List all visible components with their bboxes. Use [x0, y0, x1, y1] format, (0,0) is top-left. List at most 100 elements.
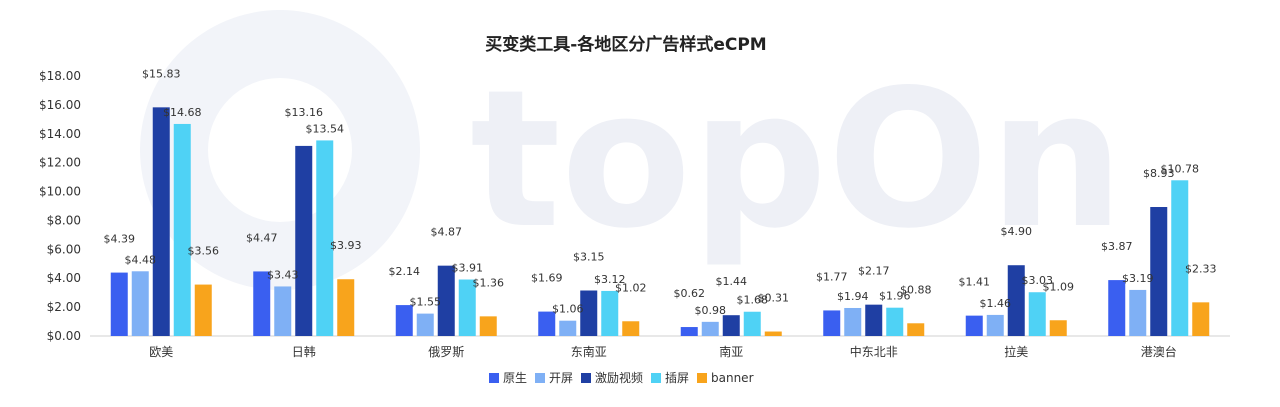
bar	[274, 286, 292, 336]
data-label: $1.36	[473, 276, 505, 289]
x-tick-label: 拉美	[1004, 344, 1028, 359]
bar	[701, 321, 719, 336]
bar	[395, 305, 413, 336]
data-label: $8.93	[1143, 167, 1175, 180]
data-label: $15.83	[142, 67, 181, 80]
legend-swatch	[651, 373, 661, 383]
data-label: $1.06	[552, 303, 584, 316]
y-tick-label: $4.00	[47, 271, 81, 285]
data-label: $4.47	[246, 231, 278, 244]
legend-swatch	[697, 373, 707, 383]
watermark-text: topOn	[470, 49, 1124, 270]
bar	[622, 321, 640, 336]
bar	[253, 271, 271, 336]
y-tick-label: $18.00	[39, 69, 81, 83]
bar	[538, 311, 556, 336]
bar	[986, 314, 1004, 336]
legend-label: 原生	[503, 371, 527, 385]
bar	[194, 284, 212, 336]
bar	[1007, 265, 1025, 336]
legend-label: 插屏	[665, 371, 689, 385]
data-label: $4.48	[125, 253, 157, 266]
x-tick-label: 港澳台	[1141, 344, 1177, 359]
bar	[601, 290, 619, 336]
bar	[437, 265, 455, 336]
bar	[1108, 280, 1126, 336]
bar	[580, 290, 598, 336]
bar	[458, 279, 476, 336]
legend: 原生 开屏 激励视频 插屏 banner	[489, 370, 754, 385]
bar	[907, 323, 925, 336]
bar	[1150, 207, 1168, 336]
x-tick-label: 俄罗斯	[428, 345, 464, 359]
data-label: $1.77	[816, 270, 848, 283]
legend-swatch	[535, 373, 545, 383]
bar	[965, 315, 983, 336]
bar	[1049, 320, 1067, 336]
watermark: topOn	[140, 10, 1124, 290]
data-label: $2.17	[858, 265, 890, 278]
data-labels: $4.39 $4.48 $15.83 $14.68 $3.56 $4.47 $3.43 $13…	[104, 67, 1217, 317]
data-label: $1.94	[837, 290, 869, 303]
data-label: $3.03	[1022, 274, 1054, 287]
data-label: $3.91	[452, 262, 484, 275]
data-label: $0.88	[900, 283, 932, 296]
data-label: $1.69	[531, 272, 563, 285]
bar	[295, 145, 313, 336]
bar	[743, 311, 761, 336]
data-label: $4.39	[104, 233, 136, 246]
data-label: $3.93	[330, 239, 362, 252]
data-label: $13.54	[306, 122, 345, 135]
y-tick-label: $0.00	[47, 329, 81, 343]
data-label: $0.62	[674, 287, 706, 300]
data-label: $1.41	[959, 276, 991, 289]
bar	[173, 123, 191, 336]
bar	[764, 331, 782, 336]
bar	[416, 313, 434, 336]
data-label: $1.02	[615, 281, 647, 294]
bar	[680, 327, 698, 336]
data-label: $3.15	[573, 251, 605, 264]
data-label: $1.09	[1043, 280, 1075, 293]
data-label: $10.78	[1161, 162, 1200, 175]
bar	[337, 279, 355, 336]
bar	[844, 307, 862, 336]
bar	[479, 316, 497, 336]
legend-label: 开屏	[549, 371, 573, 385]
data-label: $2.33	[1185, 262, 1217, 275]
bar	[865, 304, 883, 336]
x-tick-label: 中东北非	[850, 344, 898, 359]
chart-title: 买变类工具-各地区分广告样式eCPM	[485, 34, 766, 55]
data-label: $3.19	[1122, 272, 1154, 285]
data-label: $1.68	[737, 294, 769, 307]
legend-label: 激励视频	[595, 370, 643, 385]
data-label: $1.96	[879, 290, 911, 303]
y-tick-label: $14.00	[39, 127, 81, 141]
bar	[559, 320, 577, 336]
data-label: $4.87	[431, 226, 463, 239]
bars	[110, 107, 1210, 336]
x-tick-label: 东南亚	[571, 344, 607, 359]
y-tick-label: $10.00	[39, 185, 81, 199]
bar	[110, 272, 128, 336]
y-axis: $0.00 $2.00 $4.00 $6.00 $8.00 $10.00 $12.00 $14…	[39, 69, 81, 343]
watermark-logo-hole	[208, 78, 352, 222]
data-label: $14.68	[163, 106, 202, 119]
data-label: $0.98	[695, 304, 727, 317]
x-tick-label: 欧美	[149, 345, 173, 359]
data-label: $1.46	[980, 297, 1012, 310]
data-label: $3.56	[188, 245, 220, 258]
x-tick-label: 南亚	[719, 344, 743, 359]
legend-label: banner	[711, 371, 754, 385]
bar	[886, 307, 904, 336]
legend-swatch	[489, 373, 499, 383]
bar	[722, 315, 740, 336]
data-label: $1.55	[410, 296, 442, 309]
data-label: $3.43	[267, 268, 299, 281]
bar	[152, 107, 170, 336]
y-tick-label: $16.00	[39, 98, 81, 112]
data-label: $1.44	[716, 275, 748, 288]
bar	[131, 271, 149, 336]
y-tick-label: $6.00	[47, 242, 81, 256]
